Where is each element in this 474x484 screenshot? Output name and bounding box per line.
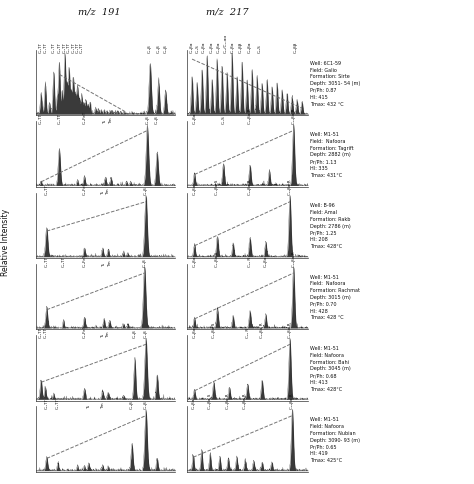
Text: C₂₉ββ: C₂₉ββ: [294, 41, 298, 53]
Text: C₂₈βα: C₂₈βα: [248, 41, 252, 53]
Text: C₂₄β: C₂₄β: [156, 44, 161, 53]
Text: Ts: Ts: [103, 120, 108, 124]
Text: C₂₀TT: C₂₀TT: [57, 113, 61, 124]
Text: C₂₃βα: C₂₃βα: [192, 255, 197, 266]
Text: Ts: Ts: [87, 405, 91, 408]
Text: C₂₃β: C₂₃β: [146, 115, 149, 124]
Text: C₁₇TT: C₁₇TT: [52, 42, 56, 53]
Text: C₂₉βα R: C₂₉βα R: [260, 322, 264, 337]
Text: Well: B-96
Field: Amal
Formation: Rakb
Depth: 2786 (m)
Pr/Ph: 1.25
HI: 208
Tmax:: Well: B-96 Field: Amal Formation: Rakb D…: [310, 203, 351, 249]
Text: C₂₂TT: C₂₂TT: [75, 42, 80, 53]
Text: C₁₈TT: C₁₈TT: [57, 42, 61, 53]
Text: C₂₄S: C₂₄S: [196, 44, 200, 53]
Text: C₁₇TT: C₁₇TT: [43, 42, 47, 53]
Text: m/z  217: m/z 217: [206, 8, 249, 17]
Text: C₂₃βα: C₂₃βα: [192, 326, 197, 337]
Text: C₂₉βα: C₂₉βα: [264, 255, 268, 266]
Text: C₂₀TT: C₂₀TT: [67, 42, 71, 53]
Text: C₂₄FeT: C₂₄FeT: [82, 110, 86, 124]
Text: Tm: Tm: [106, 331, 110, 337]
Text: C₂₈βα R: C₂₈βα R: [248, 180, 252, 195]
Text: C₂₇βα R: C₂₇βα R: [226, 393, 230, 408]
Text: C₂₃βα: C₂₃βα: [190, 41, 194, 53]
Text: C₂₉βα R: C₂₉βα R: [292, 108, 296, 124]
Text: C₂₉S: C₂₉S: [258, 44, 262, 53]
Text: C₂₄β: C₂₄β: [144, 329, 148, 337]
Text: C₁₆TT: C₁₆TT: [39, 326, 43, 337]
Text: C₂₇βα S: C₂₇βα S: [216, 251, 219, 266]
Text: Tm: Tm: [106, 188, 110, 195]
Text: Tm: Tm: [100, 402, 105, 408]
Text: Well: M1-51
Field:  Nafoora
Formation: Rachmat
Depth: 3015 (m)
Pr/Ph: 0.70
HI: 4: Well: M1-51 Field: Nafoora Formation: Ra…: [310, 274, 360, 320]
Text: C₂₇βα S: C₂₇βα S: [216, 180, 219, 195]
Text: C₂₃β: C₂₃β: [130, 400, 134, 408]
Text: C₂₃βα: C₂₃βα: [192, 183, 197, 195]
Text: C₂₉βα R: C₂₉βα R: [288, 322, 292, 337]
Text: C₁₇TT: C₁₇TT: [45, 255, 49, 266]
Text: Tm: Tm: [108, 259, 112, 266]
Text: C₂₆/C₂₇αα: C₂₆/C₂₇αα: [224, 33, 228, 53]
Text: Relative Intensity: Relative Intensity: [1, 209, 10, 275]
Text: C₂₃TT: C₂₃TT: [80, 42, 84, 53]
Text: C₂₅β: C₂₅β: [164, 44, 168, 53]
Text: C₂₉βα R: C₂₉βα R: [291, 393, 294, 408]
Text: C₁₉TT: C₁₉TT: [63, 42, 67, 53]
Text: C₂₃β: C₂₃β: [144, 186, 148, 195]
Text: C₁₈TT: C₁₈TT: [62, 255, 65, 266]
Text: Ts: Ts: [102, 262, 106, 266]
Text: C₂₁TT: C₂₁TT: [71, 42, 75, 53]
Text: C₂₆βα: C₂₆βα: [217, 41, 221, 53]
Text: C₂₇S: C₂₇S: [221, 115, 226, 124]
Text: C₁₆TT: C₁₆TT: [45, 397, 49, 408]
Text: C₂₈βα R: C₂₈βα R: [243, 393, 247, 408]
Text: C₁₇TT: C₁₇TT: [43, 326, 47, 337]
Text: Tm: Tm: [109, 117, 113, 124]
Text: Well: M1-51
Field: Nafoora
Formation: Bahi
Depth: 3045 (m)
Pr/Ph: 0.68
HI: 413
T: Well: M1-51 Field: Nafoora Formation: Ba…: [310, 345, 351, 391]
Text: Ts: Ts: [100, 333, 105, 337]
Text: C₂₄β: C₂₄β: [155, 115, 159, 124]
Text: C₂₉ R: C₂₉ R: [246, 327, 250, 337]
Text: C₂₃β: C₂₃β: [143, 257, 146, 266]
Text: C₂₅βα S: C₂₅βα S: [208, 393, 212, 408]
Text: C₂₅βα: C₂₅βα: [210, 41, 213, 53]
Text: C₂₉βα R: C₂₉βα R: [288, 180, 292, 195]
Text: C₂₇βα S: C₂₇βα S: [212, 322, 216, 337]
Text: Well: M1-51
Field:  Nafoora
Formation: Tagrift
Depth: 2882 (m)
Pr/Ph: 1.13
HI: 3: Well: M1-51 Field: Nafoora Formation: Ta…: [310, 132, 354, 178]
Text: C₂₃βα: C₂₃βα: [191, 397, 195, 408]
Text: C₂₄FeT: C₂₄FeT: [82, 182, 86, 195]
Text: Well: 6C1-59
Field: Galio
Formation: Sirte
Depth: 3051- 54 (m)
Pr/Ph: 0.87
HI: 4: Well: 6C1-59 Field: Galio Formation: Sir…: [310, 60, 361, 106]
Text: C₂₃βα: C₂₃βα: [192, 112, 197, 124]
Text: C₁₈TT: C₁₈TT: [45, 184, 49, 195]
Text: C₂₈βα R: C₂₈βα R: [248, 108, 252, 124]
Text: Well: M1-51
Field: Nafoora
Formation: Nubian
Depth: 3090- 93 (m)
Pr/Ph: 0.65
HI:: Well: M1-51 Field: Nafoora Formation: Nu…: [310, 416, 360, 462]
Text: C₂₇ββ: C₂₇ββ: [238, 41, 242, 53]
Text: C₂₉ R: C₂₉ R: [248, 256, 252, 266]
Text: C₁₆TT: C₁₆TT: [39, 42, 43, 53]
Text: C₁₇TT: C₁₇TT: [56, 397, 60, 408]
Text: C₂₃β: C₂₃β: [148, 44, 152, 53]
Text: C₂₃β: C₂₃β: [133, 329, 137, 337]
Text: Ts: Ts: [100, 191, 105, 195]
Text: C₂₄βα: C₂₄βα: [202, 41, 206, 53]
Text: C₂₉βα R: C₂₉βα R: [292, 251, 296, 266]
Text: C₂₄FeT: C₂₄FeT: [82, 253, 86, 266]
Text: C₂₄β: C₂₄β: [144, 400, 148, 408]
Text: C₁₆TT: C₁₆TT: [39, 113, 43, 124]
Text: C₂₄FeT: C₂₄FeT: [82, 324, 86, 337]
Text: m/z  191: m/z 191: [78, 8, 121, 17]
Text: C₂₇βα: C₂₇βα: [231, 41, 235, 53]
